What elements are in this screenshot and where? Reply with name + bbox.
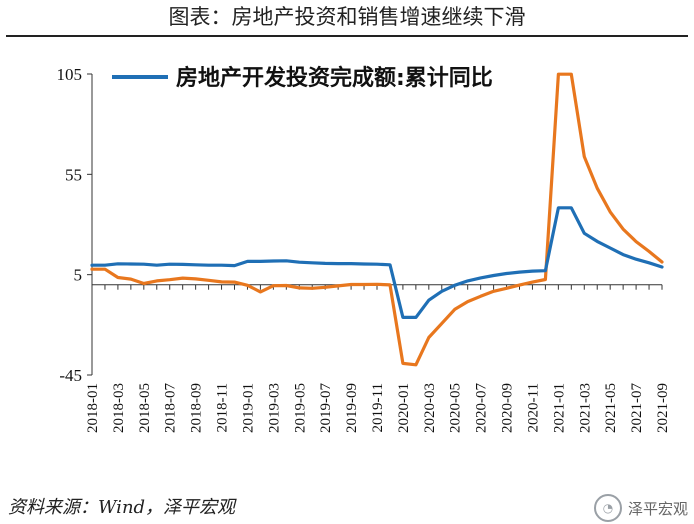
x-tick-label: 2020-03 xyxy=(422,383,438,433)
x-tick-label: 2018-01 xyxy=(85,383,101,433)
series-line-investment xyxy=(90,206,664,319)
source-note: 资料来源：Wind，泽平宏观 xyxy=(8,497,236,518)
x-tick-label: 2020-07 xyxy=(474,383,490,433)
legend-label: 房地产开发投资完成额:累计同比 xyxy=(176,65,493,91)
x-tick-label: 2020-01 xyxy=(396,383,412,433)
y-tick-label: 105 xyxy=(57,65,83,84)
x-tick-label: 2018-11 xyxy=(215,383,231,432)
y-tick-label: -45 xyxy=(59,366,82,385)
y-tick-label: 55 xyxy=(65,165,82,184)
title-divider xyxy=(6,35,688,37)
x-tick-label: 2021-05 xyxy=(603,383,619,433)
x-tick-label: 2021-03 xyxy=(577,383,593,433)
wechat-icon: ◔ xyxy=(593,494,622,522)
x-tick-label: 2018-07 xyxy=(163,383,179,433)
x-tick-label: 2019-03 xyxy=(266,383,282,433)
x-tick-label: 2021-07 xyxy=(629,383,645,433)
x-tick-label: 2018-05 xyxy=(137,383,153,433)
x-tick-label: 2019-11 xyxy=(370,383,386,432)
x-tick-label: 2019-01 xyxy=(240,383,256,433)
x-tick-label: 2018-03 xyxy=(111,383,127,433)
series-line-2 xyxy=(90,72,664,367)
y-tick-label: 5 xyxy=(74,266,83,285)
x-tick-label: 2020-09 xyxy=(500,383,516,433)
watermark-text: 泽平宏观 xyxy=(627,499,688,518)
x-tick-label: 2020-05 xyxy=(448,383,464,433)
watermark: ◔ 泽平宏观 xyxy=(593,494,688,522)
x-tick-label: 2019-05 xyxy=(292,383,308,433)
chart-title: 图表：房地产投资和销售增速继续下滑 xyxy=(168,5,526,29)
x-tick-label: 2018-09 xyxy=(189,383,205,433)
x-tick-label: 2019-07 xyxy=(318,383,334,433)
x-tick-label: 2021-01 xyxy=(551,383,567,433)
x-tick-label: 2020-11 xyxy=(525,383,541,432)
x-tick-label: 2019-09 xyxy=(344,383,360,433)
x-tick-label: 2021-09 xyxy=(655,383,671,433)
